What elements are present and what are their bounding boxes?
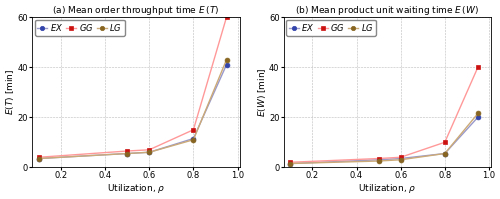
$LG$ xyxy=(398,159,404,161)
X-axis label: Utilization, $\rho$: Utilization, $\rho$ xyxy=(107,182,166,195)
$EX$ xyxy=(288,162,294,165)
$GG$ xyxy=(442,141,448,143)
$EX$ xyxy=(36,157,42,160)
$LG$ xyxy=(146,151,152,153)
Line: $GG$: $GG$ xyxy=(36,15,229,160)
$GG$ xyxy=(398,156,404,158)
$EX$ xyxy=(398,157,404,160)
X-axis label: Utilization, $\rho$: Utilization, $\rho$ xyxy=(358,182,416,195)
$EX$ xyxy=(475,116,481,118)
Y-axis label: $E(T)$ [min]: $E(T)$ [min] xyxy=(4,69,16,115)
$GG$ xyxy=(124,150,130,152)
$LG$ xyxy=(442,152,448,155)
$EX$ xyxy=(124,152,130,155)
$LG$ xyxy=(376,160,382,162)
Legend: $EX$, $GG$, $LG$: $EX$, $GG$, $LG$ xyxy=(35,20,124,36)
$LG$ xyxy=(190,139,196,141)
Line: $LG$: $LG$ xyxy=(36,57,229,161)
Title: (a) Mean order throughput time $E\,(T)$: (a) Mean order throughput time $E\,(T)$ xyxy=(52,4,220,17)
$GG$ xyxy=(224,16,230,18)
Y-axis label: $E(W)$ [min]: $E(W)$ [min] xyxy=(256,67,268,117)
Title: (b) Mean product unit waiting time $E\,(W)$: (b) Mean product unit waiting time $E\,(… xyxy=(296,4,480,17)
$LG$ xyxy=(475,112,481,115)
$EX$ xyxy=(224,63,230,66)
$GG$ xyxy=(36,156,42,158)
$GG$ xyxy=(475,66,481,68)
$EX$ xyxy=(190,137,196,140)
Line: $EX$: $EX$ xyxy=(288,115,480,166)
Line: $EX$: $EX$ xyxy=(36,62,229,161)
$EX$ xyxy=(376,159,382,161)
$GG$ xyxy=(190,129,196,131)
Legend: $EX$, $GG$, $LG$: $EX$, $GG$, $LG$ xyxy=(286,20,376,36)
$LG$ xyxy=(224,59,230,61)
$EX$ xyxy=(146,151,152,153)
$GG$ xyxy=(146,149,152,151)
$EX$ xyxy=(442,152,448,155)
Line: $LG$: $LG$ xyxy=(288,111,480,166)
Line: $GG$: $GG$ xyxy=(288,65,480,165)
$LG$ xyxy=(288,162,294,165)
$LG$ xyxy=(36,157,42,160)
$LG$ xyxy=(124,152,130,155)
$GG$ xyxy=(288,161,294,163)
$GG$ xyxy=(376,157,382,160)
